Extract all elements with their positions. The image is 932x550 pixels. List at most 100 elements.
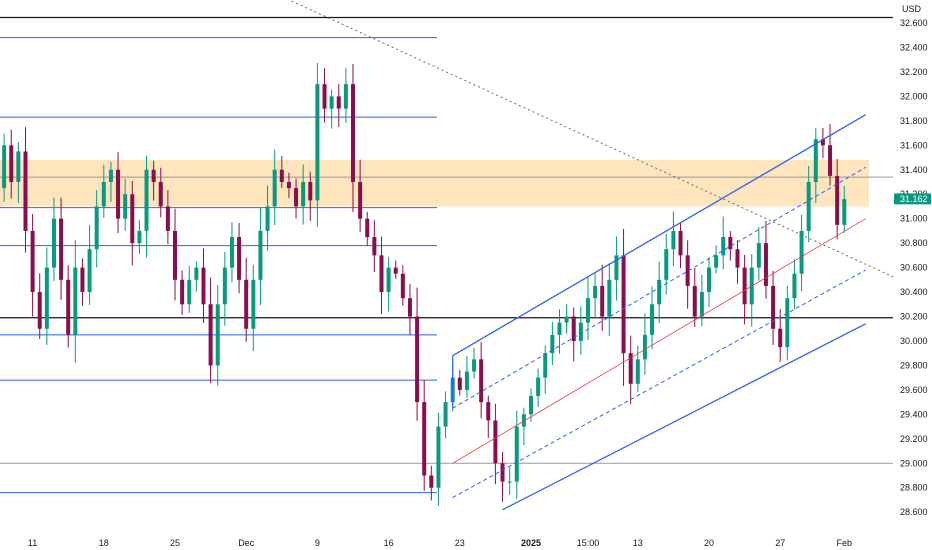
candle [180,270,185,315]
candle-body [792,273,797,299]
candle [678,222,683,269]
candle-body [806,181,811,231]
candle [315,62,320,227]
candle-body [422,402,427,476]
candle [600,264,605,331]
candle [222,251,227,326]
time-tick-label: 16 [384,538,394,548]
candle-body [507,481,512,483]
price-tick-label: 32.600 [900,18,928,28]
candle-body [721,237,726,256]
candle-body [301,181,306,207]
candle-body [593,285,598,299]
candle [358,159,363,232]
price-tick-label: 30.600 [900,263,928,273]
candle-body [94,206,99,250]
candle-body [393,267,398,274]
candle-body [842,199,847,225]
candle [792,259,797,310]
candle-body [279,169,284,182]
time-axis[interactable]: 11 18 25 Dec 9 16 23 2025 15:00 13 20 27 Feb [28,538,852,548]
trend-lines-layer [288,0,893,511]
candle [37,273,42,340]
candle-body [550,334,555,354]
candle [372,220,377,273]
price-tick-label: 31.400 [900,165,928,175]
candle [30,213,35,317]
candle [536,368,541,407]
time-tick-label: 13 [633,538,643,548]
candle-body [173,230,177,280]
trend-line [288,0,893,278]
candle [472,347,477,379]
candle-body [87,249,92,293]
candle-body [315,84,320,201]
candle-body [215,304,220,366]
candle [187,265,192,313]
candle-body [642,334,647,360]
candle [208,277,213,384]
candle [329,89,334,129]
candle-body [529,396,533,415]
candle [642,313,647,375]
candle-body [664,249,669,280]
candle-body [265,206,270,231]
candle [621,229,626,387]
candle [258,207,263,306]
candle-body [194,267,199,280]
candle-body [429,475,434,488]
price-tick-label: 32.000 [900,91,928,101]
candle [73,240,78,363]
candle [322,68,327,123]
candle [407,283,412,336]
price-tick-label: 28.600 [900,507,928,517]
candle [707,257,711,308]
time-tick-label: 20 [704,538,714,548]
candle [479,342,484,419]
channel-upper [452,114,866,357]
candle [714,245,719,274]
candle-body [771,285,776,329]
candles-layer [2,62,847,506]
candle [728,231,733,261]
candle-body [699,292,704,317]
candle [379,236,384,314]
candle [123,178,128,231]
candle [336,84,341,127]
candle-body [44,267,49,329]
candle-body [692,285,697,317]
candle [343,68,348,123]
candle-body [365,218,370,238]
candle-body [358,181,363,219]
price-tick-label: 29.200 [900,434,928,444]
candle-body [244,279,249,329]
candle-body [443,402,448,427]
candle-body [80,267,85,293]
candle-body [578,322,583,341]
candle [557,309,562,354]
candle [244,257,249,342]
candle [16,142,21,204]
candle-body [237,237,242,280]
price-tick-label: 31.600 [900,140,928,150]
time-tick-label: 23 [455,538,465,548]
candle [436,412,441,506]
price-axis[interactable]: USD 28.600 28.800 29.000 29.200 29.400 29.600… [900,4,928,517]
candle-body [108,169,113,182]
candle [820,127,825,159]
candle [664,233,669,295]
price-tick-label: 31.800 [900,116,928,126]
candle [59,197,64,300]
candle-body [650,304,655,335]
candle-body [493,420,498,464]
candle [351,63,355,212]
candle-body [521,414,526,427]
candle-body [742,267,747,305]
candle [279,156,284,188]
candle-body [415,316,420,403]
candle-body [286,181,291,189]
candle-body [621,255,626,354]
candle [9,129,14,199]
price-tick-label: 29.000 [900,458,928,468]
